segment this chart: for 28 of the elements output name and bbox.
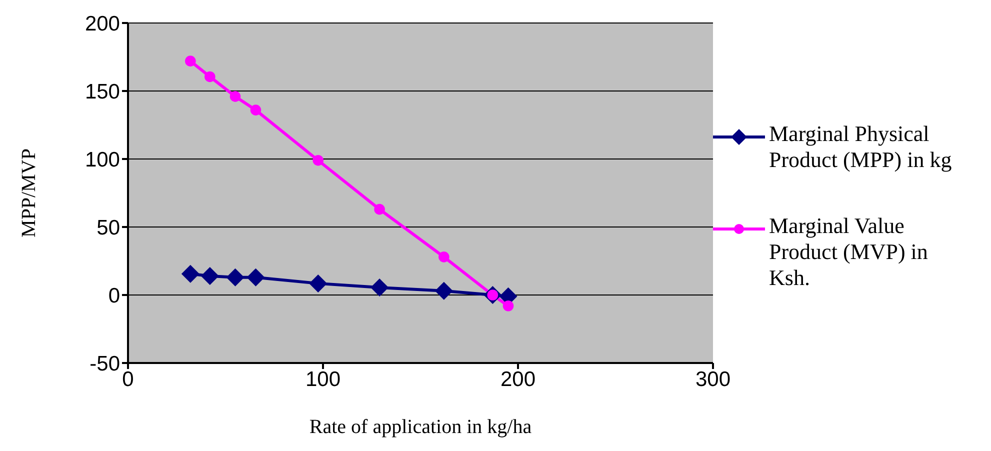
x-tick-label: 100 bbox=[305, 368, 341, 391]
point bbox=[185, 56, 196, 66]
point bbox=[246, 268, 265, 286]
point bbox=[200, 266, 219, 285]
y-tick-label: 200 bbox=[84, 12, 120, 36]
y-tick-label: 0 bbox=[108, 284, 120, 308]
y-axis-title: MPP/MVP bbox=[18, 148, 40, 238]
x-tick-label: 300 bbox=[695, 368, 731, 391]
legend-label: Marginal Value Product (MVP) in Ksh. bbox=[769, 212, 929, 290]
point bbox=[502, 300, 514, 312]
x-tick-label: 200 bbox=[500, 368, 536, 391]
y-tick-label: 150 bbox=[84, 80, 120, 104]
point bbox=[434, 282, 453, 300]
y-tick-label: -50 bbox=[90, 352, 120, 376]
legend-label: Marginal Physical Product (MPP) in kg bbox=[769, 120, 953, 172]
point bbox=[250, 104, 262, 116]
point bbox=[370, 278, 389, 297]
point bbox=[230, 91, 241, 102]
point bbox=[438, 252, 450, 262]
y-tick-label: 100 bbox=[84, 148, 120, 172]
point bbox=[204, 71, 216, 82]
point bbox=[312, 154, 324, 166]
point bbox=[309, 274, 328, 292]
point bbox=[181, 264, 200, 283]
x-axis-title: Rate of application in kg/ha bbox=[309, 416, 532, 438]
point bbox=[226, 268, 244, 286]
point bbox=[374, 204, 385, 215]
y-tick-label: 50 bbox=[96, 216, 120, 240]
